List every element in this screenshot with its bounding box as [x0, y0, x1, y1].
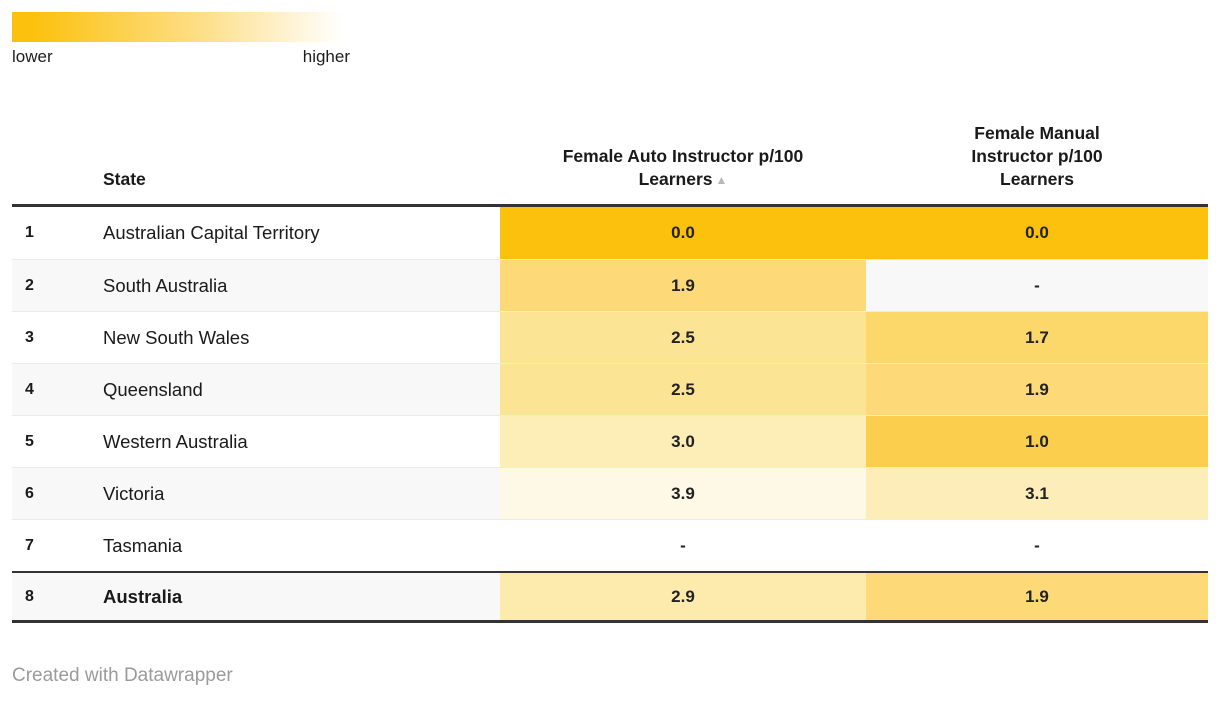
legend-gradient-bar — [12, 12, 350, 42]
row-rank: 7 — [25, 536, 34, 554]
row-state: Queensland — [103, 378, 203, 400]
cell-auto-value: 3.9 — [500, 468, 866, 519]
column-header-state[interactable]: State — [103, 168, 146, 189]
row-rank: 6 — [25, 484, 34, 502]
column-header-auto-label: Female Auto Instructor p/100 Learners — [562, 145, 804, 189]
cell-manual-value: - — [1034, 535, 1040, 555]
cell-auto-value: - — [680, 535, 686, 555]
table-header-row: State Female Auto Instructor p/100 Learn… — [12, 107, 1208, 207]
column-header-manual[interactable]: Female Manual Instructor p/100 Learners — [866, 122, 1208, 191]
row-state: Western Australia — [103, 430, 248, 452]
row-state: Australia — [103, 585, 183, 607]
table-row: 1 Australian Capital Territory 0.0 0.0 — [12, 207, 1208, 259]
cell-manual-value: 1.9 — [866, 573, 1208, 620]
table-row: 4 Queensland 2.5 1.9 — [12, 363, 1208, 415]
row-rank: 5 — [25, 432, 34, 450]
column-header-auto[interactable]: Female Auto Instructor p/100 Learners ▲ — [500, 145, 866, 191]
cell-auto-value: 2.5 — [500, 364, 866, 415]
table-row: 7 Tasmania - - — [12, 519, 1208, 571]
cell-manual-value: 1.0 — [866, 416, 1208, 467]
legend-lower-label: lower — [12, 47, 53, 66]
sort-ascending-icon: ▲ — [715, 172, 728, 187]
column-header-manual-label: Female Manual Instructor p/100 Learners — [971, 122, 1103, 189]
row-rank: 8 — [25, 587, 34, 605]
row-rank: 4 — [25, 380, 34, 398]
cell-auto-value: 1.9 — [500, 260, 866, 311]
cell-manual-value: 0.0 — [866, 207, 1208, 259]
cell-auto-value: 3.0 — [500, 416, 866, 467]
row-rank: 1 — [25, 224, 34, 241]
cell-manual-value: 3.1 — [866, 468, 1208, 519]
row-state: Tasmania — [103, 534, 183, 556]
table-row: 6 Victoria 3.9 3.1 — [12, 467, 1208, 519]
legend-higher-label: higher — [302, 47, 350, 66]
cell-auto-value: 2.9 — [500, 573, 866, 620]
cell-manual-value: 1.7 — [866, 312, 1208, 363]
table-row: 5 Western Australia 3.0 1.0 — [12, 415, 1208, 467]
datawrapper-credit[interactable]: Created with Datawrapper — [12, 665, 233, 686]
cell-manual-value: 1.9 — [866, 364, 1208, 415]
row-rank: 2 — [25, 276, 34, 294]
row-state: South Australia — [103, 274, 228, 296]
cell-auto-value: 0.0 — [500, 207, 866, 259]
legend-labels: lower higher — [12, 47, 350, 67]
data-table: State Female Auto Instructor p/100 Learn… — [12, 107, 1208, 623]
table-row: 2 South Australia 1.9 - — [12, 259, 1208, 311]
cell-auto-value: 2.5 — [500, 312, 866, 363]
cell-manual-value: - — [1034, 275, 1040, 295]
table-row-total: 8 Australia 2.9 1.9 — [12, 571, 1208, 623]
table-row: 3 New South Wales 2.5 1.7 — [12, 311, 1208, 363]
row-state: New South Wales — [103, 326, 250, 348]
row-state: Australian Capital Territory — [103, 222, 320, 243]
row-state: Victoria — [103, 482, 165, 504]
heatmap-legend: lower higher — [12, 12, 350, 67]
row-rank: 3 — [25, 328, 34, 346]
